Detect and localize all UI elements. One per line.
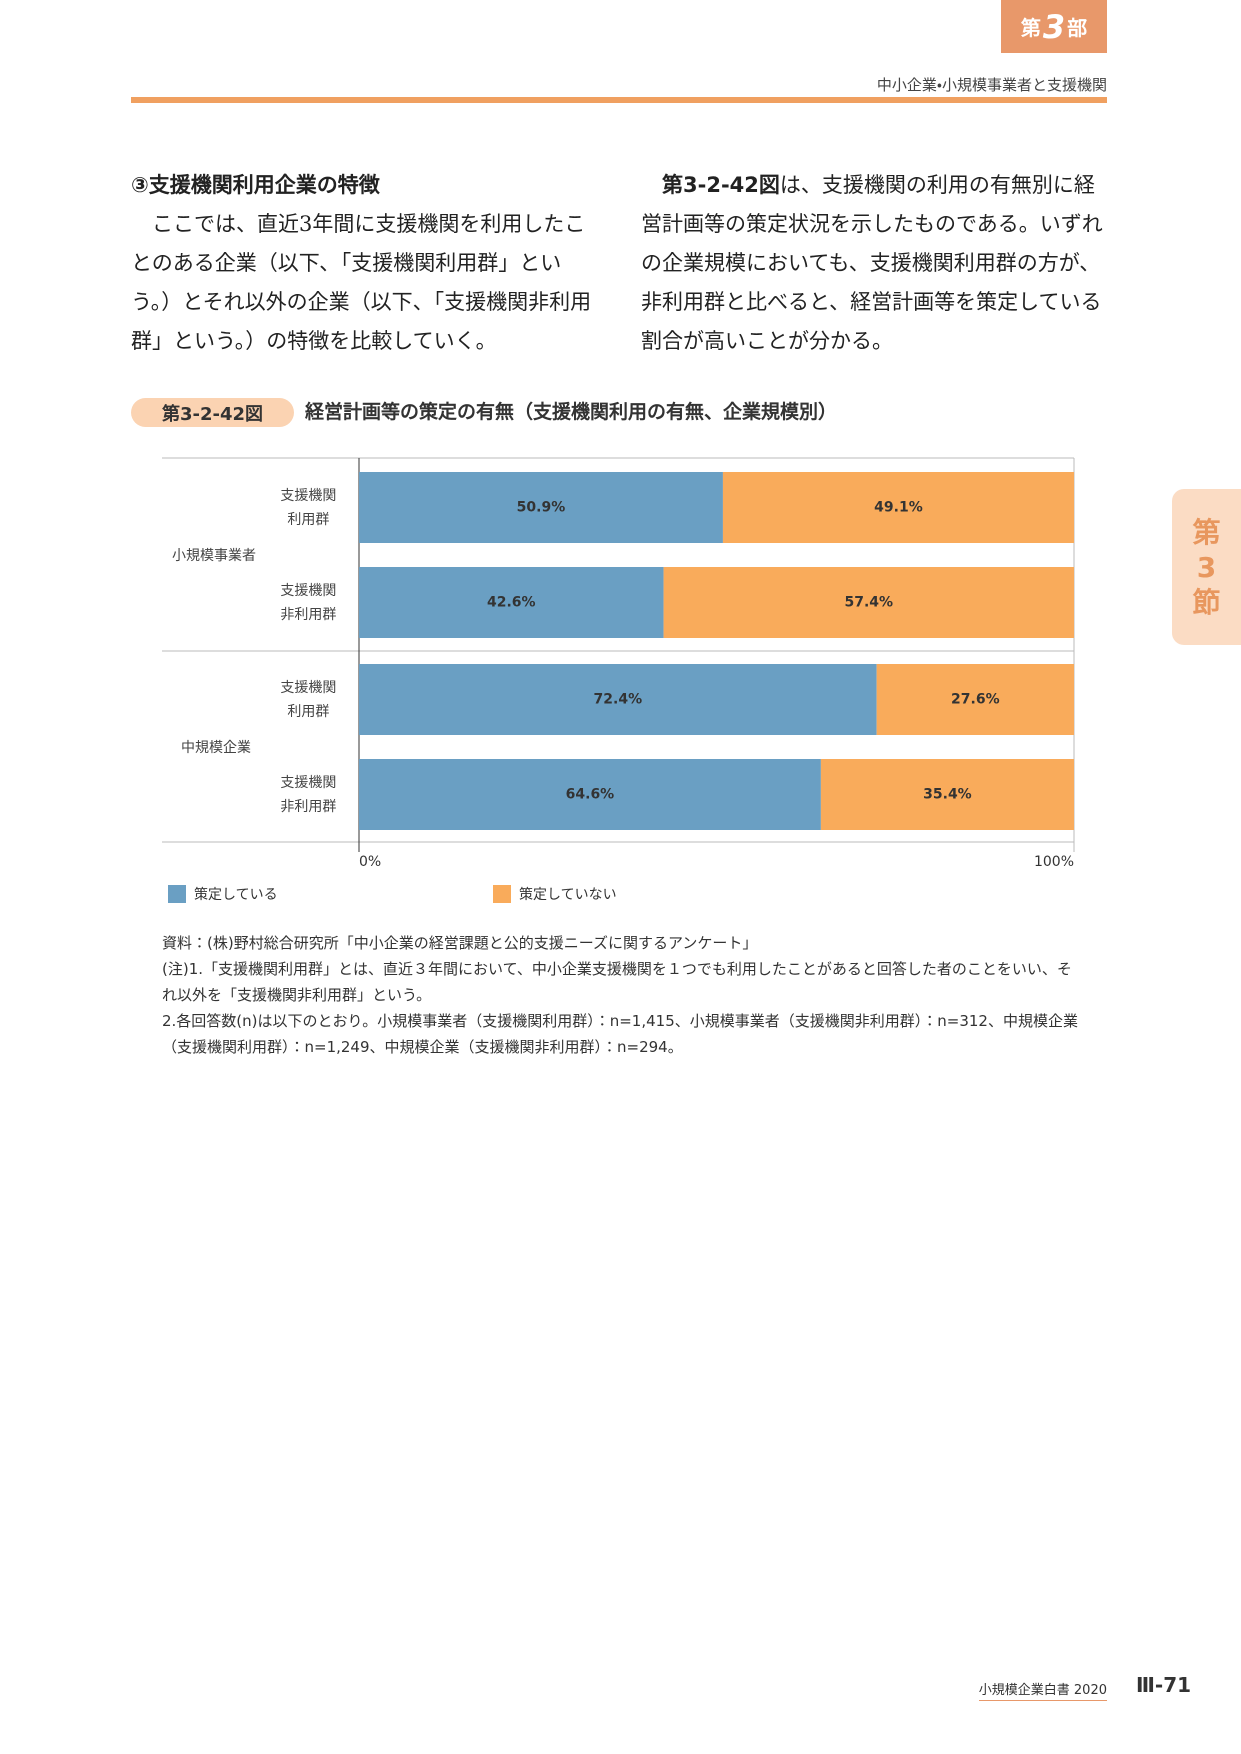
data-label: 35.4% [923,787,972,803]
data-label: 27.6% [951,692,1000,708]
group-label: 中規模企業 [181,740,251,756]
note: (注)1.「支援機関利用群」とは、直近３年間において、中小企業支援機関を１つでも… [162,960,1072,1004]
notes: 資料：(株)野村総合研究所「中小企業の経営課題と公的支援ニーズに関するアンケート… [162,930,1082,1060]
data-label: 50.9% [517,500,566,516]
header-rule [131,97,1107,103]
side-number: 3 [1196,550,1217,584]
figure-ref: 第3-2-42図 [662,173,780,197]
category-label: 支援機関利用群 [280,679,337,720]
x-tick-label: 0% [359,854,381,870]
left-column: ③支援機関利用企業の特徴 ここでは、直近3年間に支援機関を利用したことのある企業… [131,166,601,361]
note: 資料：(株)野村総合研究所「中小企業の経営課題と公的支援ニーズに関するアンケート… [162,934,758,952]
bar-segment [876,664,1074,735]
side-prefix: 第 [1192,515,1221,549]
category-label: 支援機関利用群 [280,487,337,528]
page-number: Ⅲ-71 [1136,1673,1192,1697]
bar-segment [359,759,821,830]
part-prefix: 第 [1020,16,1041,40]
bar-segment [663,567,1074,638]
legend-swatch [493,885,511,903]
heading: ③支援機関利用企業の特徴 [131,173,380,197]
figure-label: 第3-2-42図 [131,398,294,427]
legend-label: 策定している [194,886,278,903]
note: 2.各回答数(n)は以下のとおり。小規模事業者（支援機関利用群）：n=1,415… [162,1012,1078,1056]
part-number: 3 [1042,7,1066,46]
bar-segment [722,472,1074,543]
data-label: 49.1% [874,500,923,516]
paragraph: は、支援機関の利用の有無別に経営計画等の策定状況を示したものである。いずれの企業… [641,173,1103,353]
data-label: 57.4% [845,595,894,611]
group-label: 小規模事業者 [172,548,256,564]
data-label: 64.6% [566,787,615,803]
bar-segment [359,567,664,638]
legend-label: 策定していない [519,886,617,903]
x-tick-label: 100% [1034,854,1074,870]
section-title: 中小企業・小規模事業者と支援機関 [876,76,1107,94]
chart: 0% 100% 50.9% 49.1% 42.6% 57.4% 72.4% 27.6% 64.6… [162,457,1075,903]
side-suffix: 節 [1192,585,1221,619]
category-label: 支援機関非利用群 [280,774,337,815]
chart-title: 経営計画等の策定の有無（支援機関利用の有無、企業規模別） [305,401,838,423]
data-label: 42.6% [487,595,536,611]
legend-swatch [168,885,186,903]
paragraph: ここでは、直近3年間に支援機関を利用したことのある企業（以下､「支援機関利用群」… [131,212,592,353]
bar-segment [820,759,1074,830]
right-column: 第3-2-42図は、支援機関の利用の有無別に経営計画等の策定状況を示したものであ… [641,166,1111,361]
data-label: 72.4% [594,692,643,708]
category-label: 支援機関非利用群 [280,582,337,623]
part-suffix: 部 [1067,16,1088,40]
bar-segment [359,472,723,543]
footer-book: 小規模企業白書 2020 [978,1679,1107,1701]
bar-segment [359,664,877,735]
